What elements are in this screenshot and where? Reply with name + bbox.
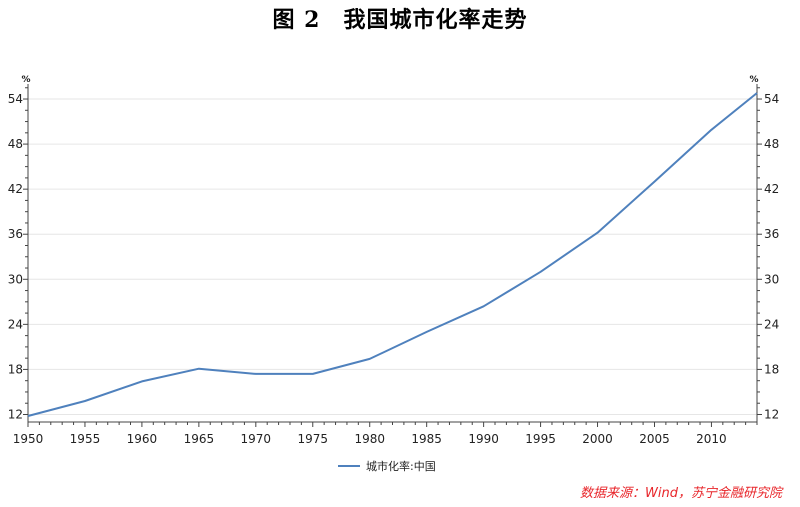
y-tick-label-left: 18: [8, 362, 23, 376]
x-tick-label: 1980: [354, 432, 385, 446]
x-tick-label: 1955: [70, 432, 101, 446]
x-tick-label: 1965: [184, 432, 215, 446]
x-tick-label: 1990: [468, 432, 499, 446]
source-note: 数据来源：Wind，苏宁金融研究院: [580, 486, 782, 501]
y-tick-label-left: 12: [8, 407, 23, 421]
y-tick-label-left: 48: [8, 137, 23, 151]
y-tick-label-right: 12: [764, 407, 779, 421]
y-tick-label-left: 24: [8, 317, 23, 331]
y-unit-left: %: [21, 75, 30, 85]
x-tick-label: 1950: [13, 432, 44, 446]
series-line-0: [27, 92, 758, 417]
y-tick-label-right: 36: [764, 227, 779, 241]
x-tick-label: 1960: [127, 432, 158, 446]
x-tick-label: 1985: [411, 432, 442, 446]
y-unit-right: %: [749, 75, 758, 85]
chart-title: 图 2 我国城市化率走势: [272, 7, 528, 33]
x-tick-label: 2010: [696, 432, 727, 446]
y-tick-label-right: 18: [764, 362, 779, 376]
x-tick-label: 1975: [297, 432, 328, 446]
y-tick-label-left: 42: [8, 182, 23, 196]
x-tick-label: 2000: [582, 432, 613, 446]
x-tick-label: 1995: [525, 432, 556, 446]
y-tick-label-right: 54: [764, 92, 779, 106]
y-tick-label-right: 24: [764, 317, 779, 331]
x-tick-label: 1970: [241, 432, 272, 446]
y-tick-label-right: 48: [764, 137, 779, 151]
y-tick-label-left: 54: [8, 92, 23, 106]
x-tick-label: 2005: [639, 432, 670, 446]
legend-label: 城市化率:中国: [366, 459, 436, 473]
y-tick-label-left: 30: [8, 272, 23, 286]
y-tick-label-left: 36: [8, 227, 23, 241]
y-tick-label-right: 30: [764, 272, 779, 286]
y-tick-label-right: 42: [764, 182, 779, 196]
